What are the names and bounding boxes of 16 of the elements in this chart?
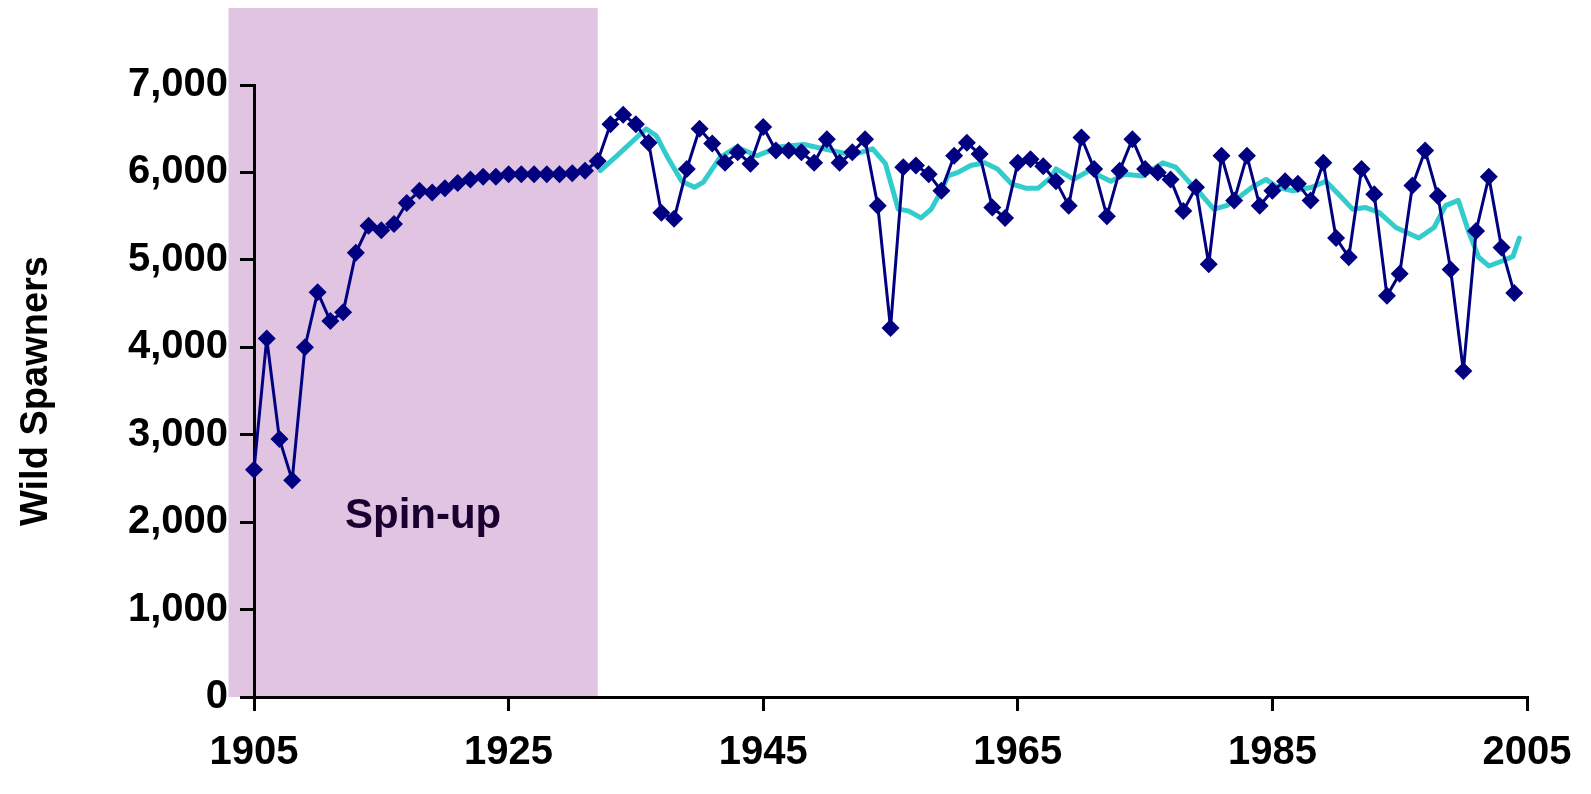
y-tick-label: 7,000 [127, 60, 228, 105]
x-tick-label: 2005 [1482, 728, 1572, 773]
y-tick-label: 4,000 [127, 322, 228, 367]
x-tick-label: 1925 [464, 728, 554, 773]
x-tick-label: 1945 [718, 728, 808, 773]
y-tick-label: 0 [205, 672, 228, 717]
y-tick-label: 2,000 [127, 497, 228, 542]
x-tick-label: 1905 [209, 728, 299, 773]
y-tick-label: 1,000 [127, 584, 228, 629]
y-axis-title: Wild Spawners [13, 256, 56, 526]
band-label: Spin-up [344, 490, 502, 538]
x-tick-label: 1965 [973, 728, 1063, 773]
y-tick-label: 5,000 [127, 234, 228, 279]
y-tick-label: 3,000 [127, 409, 228, 454]
x-tick-label: 1985 [1227, 728, 1317, 773]
y-tick-label: 6,000 [127, 147, 228, 192]
